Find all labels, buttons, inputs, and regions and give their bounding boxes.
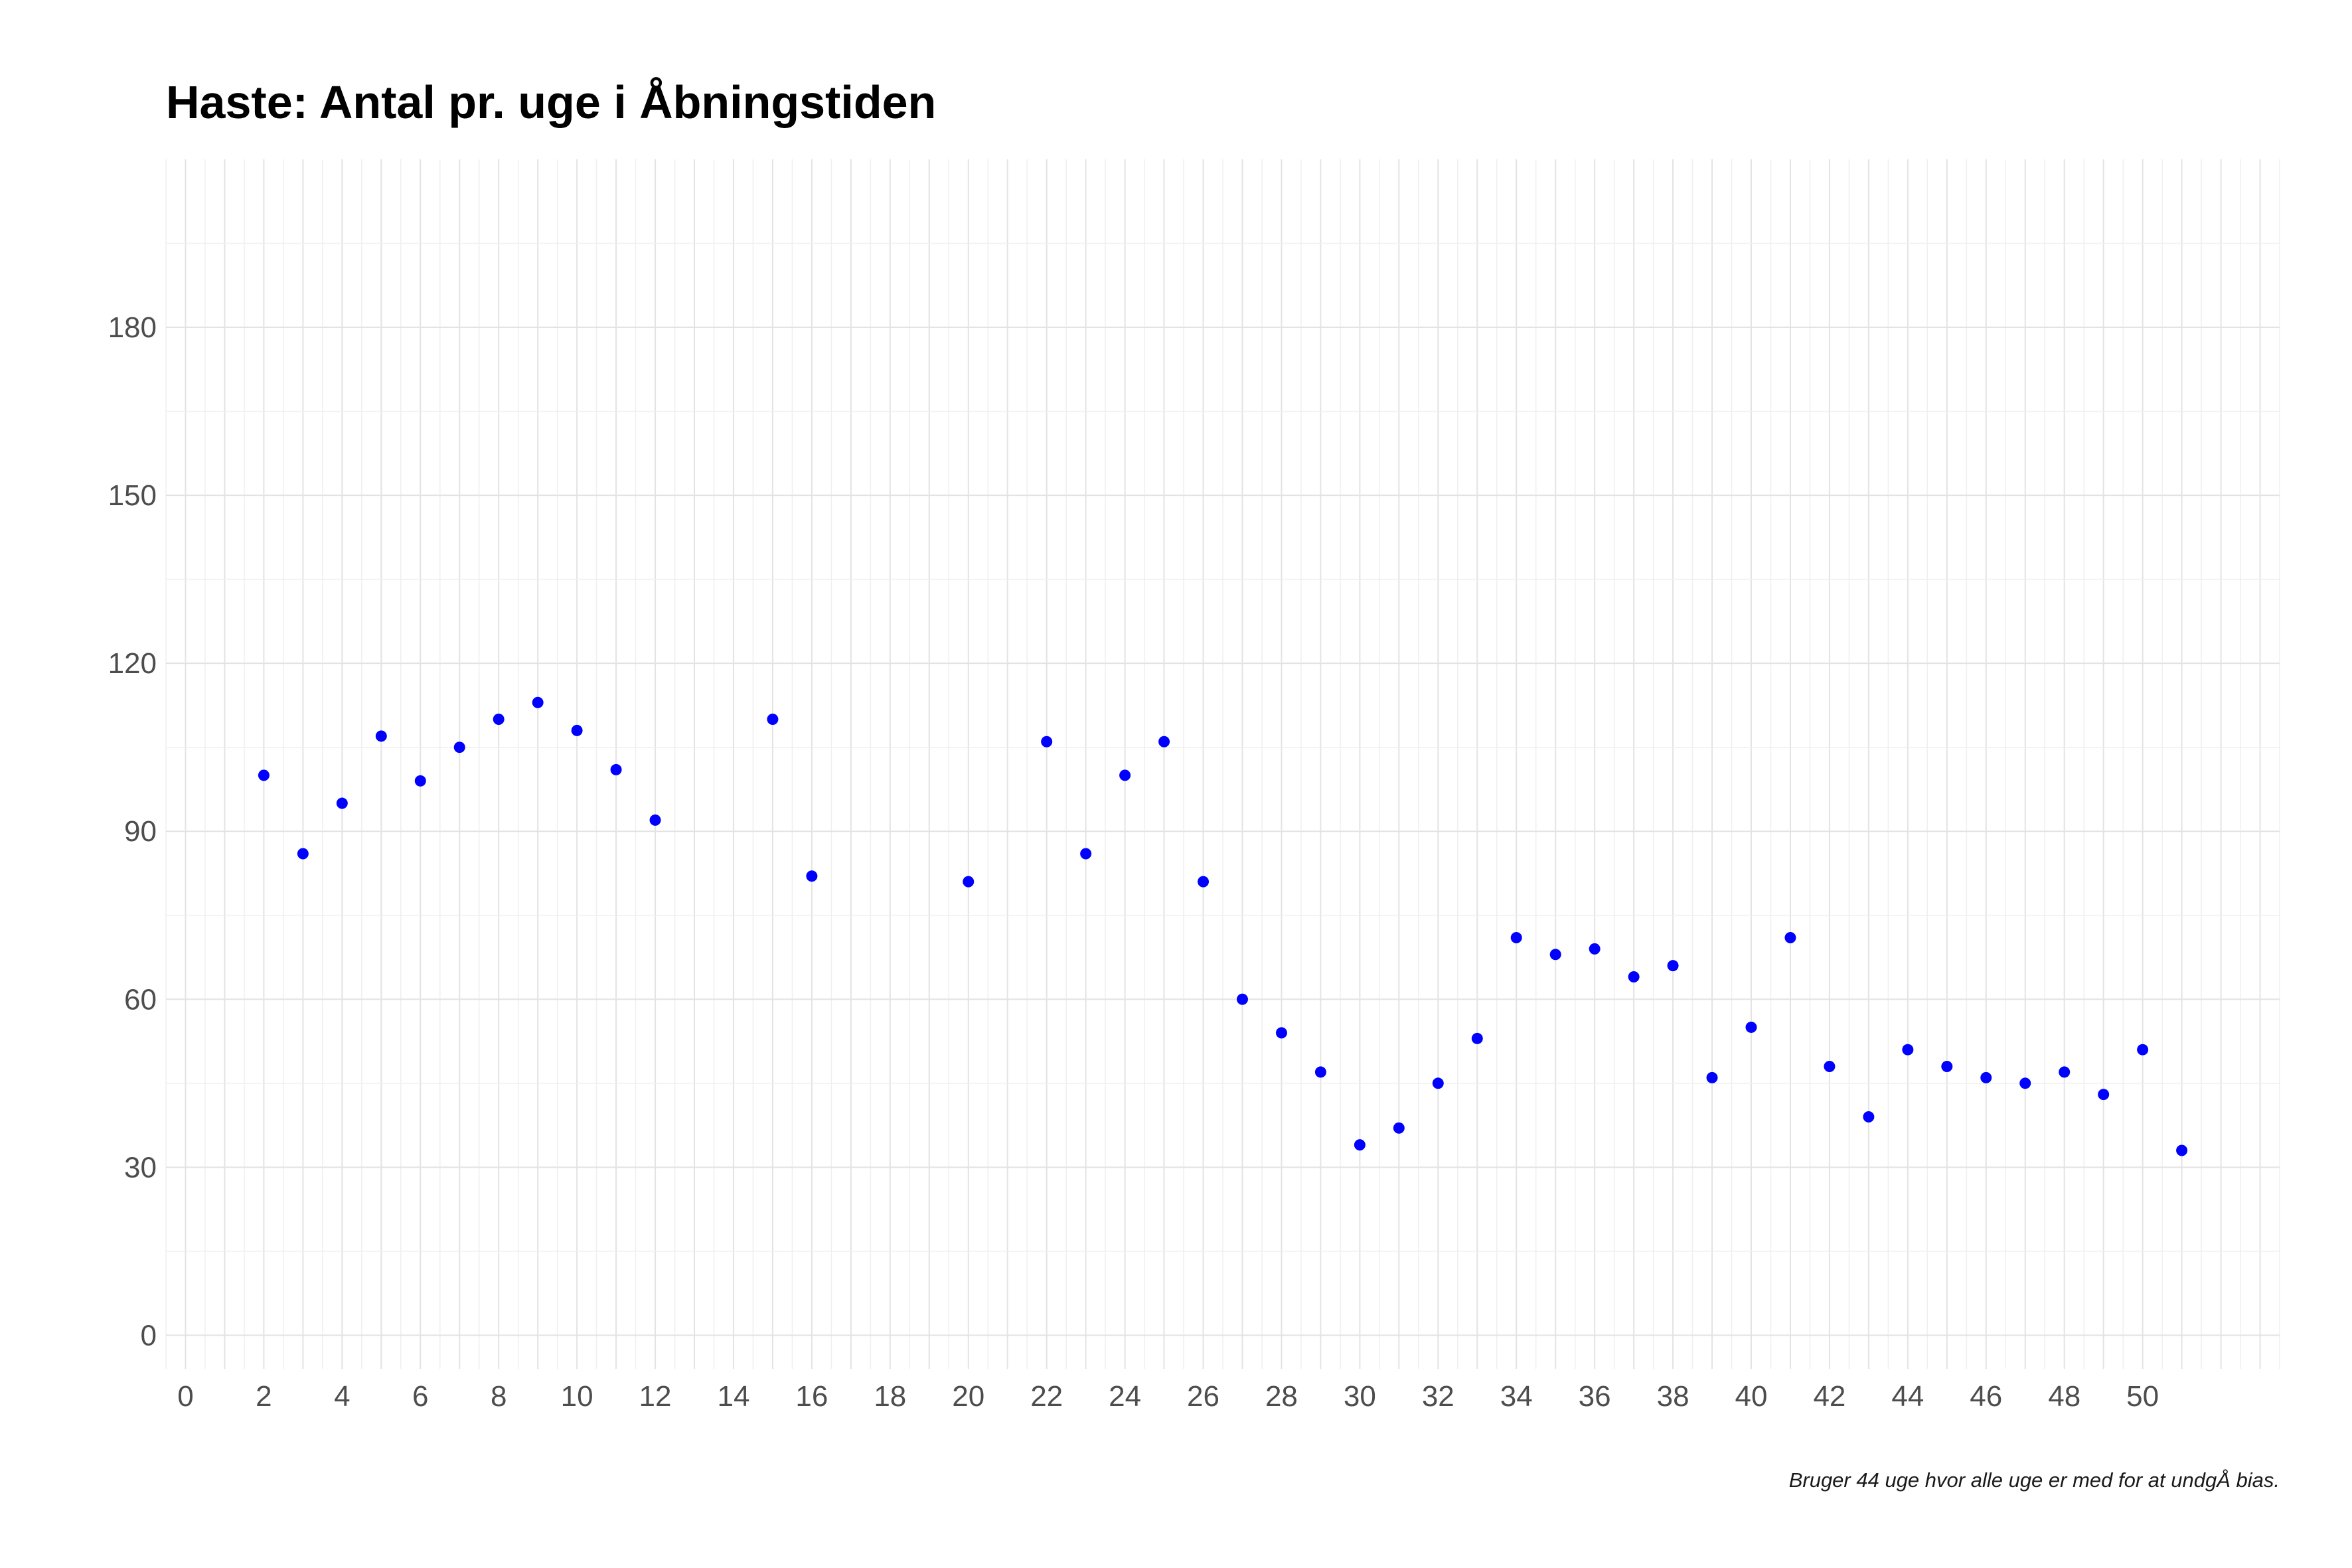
data-point <box>1275 1027 1287 1039</box>
data-point <box>1549 949 1561 961</box>
data-point <box>1784 931 1796 943</box>
x-tick-label: 20 <box>952 1380 984 1413</box>
data-point <box>1510 931 1522 943</box>
data-point <box>297 848 309 860</box>
data-point <box>1471 1032 1483 1044</box>
x-tick-label: 2 <box>256 1380 272 1413</box>
data-point <box>375 730 387 742</box>
chart-caption: Bruger 44 uge hvor alle uge er med for a… <box>1789 1468 2280 1492</box>
data-point <box>767 714 779 726</box>
data-point <box>1706 1071 1718 1083</box>
y-tick-label: 120 <box>108 647 157 680</box>
x-tick-label: 34 <box>1500 1380 1533 1413</box>
data-point <box>453 742 465 753</box>
x-tick-label: 36 <box>1579 1380 1611 1413</box>
data-point <box>1980 1071 1992 1083</box>
data-point <box>532 696 544 708</box>
x-tick-label: 50 <box>2126 1380 2159 1413</box>
data-point <box>258 769 270 781</box>
data-point <box>1236 993 1248 1005</box>
data-point <box>2059 1066 2071 1078</box>
x-tick-label: 46 <box>1970 1380 2002 1413</box>
x-tick-label: 14 <box>717 1380 749 1413</box>
x-tick-label: 38 <box>1657 1380 1689 1413</box>
data-point <box>1314 1066 1326 1078</box>
data-point <box>1354 1139 1366 1151</box>
data-points <box>258 696 2188 1156</box>
data-point <box>336 797 348 809</box>
y-tick-label: 150 <box>108 479 157 512</box>
data-point <box>649 814 661 826</box>
data-point <box>493 714 505 726</box>
x-axis-ticks: 0 2 4 6 8 10 12 14 16 18 20 22 24 26 28 30 32 34 36 38 40 42 4… <box>177 1380 2159 1413</box>
y-tick-label: 60 <box>124 983 157 1016</box>
x-tick-label: 40 <box>1735 1380 1768 1413</box>
x-tick-label: 10 <box>561 1380 593 1413</box>
y-tick-label: 30 <box>124 1151 157 1184</box>
y-tick-label: 90 <box>124 815 157 848</box>
data-point <box>1158 736 1170 747</box>
x-tick-label: 8 <box>491 1380 507 1413</box>
data-point <box>2137 1044 2149 1056</box>
x-tick-label: 18 <box>874 1380 906 1413</box>
data-point <box>1628 971 1640 983</box>
data-point <box>1589 943 1601 955</box>
data-point <box>1393 1122 1405 1134</box>
data-point <box>1902 1044 1914 1056</box>
data-point <box>1080 848 1092 860</box>
data-point <box>1863 1111 1875 1123</box>
data-point <box>1824 1061 1836 1072</box>
x-tick-label: 28 <box>1265 1380 1298 1413</box>
y-tick-label: 0 <box>141 1319 157 1352</box>
x-tick-label: 30 <box>1344 1380 1376 1413</box>
data-point <box>963 876 975 888</box>
x-tick-label: 0 <box>177 1380 193 1413</box>
y-axis-ticks: 0 30 60 90 120 150 180 <box>108 311 157 1352</box>
data-point <box>2019 1077 2031 1089</box>
x-tick-label: 4 <box>334 1380 350 1413</box>
data-point <box>1198 876 1210 888</box>
data-point <box>1667 960 1679 972</box>
x-tick-label: 26 <box>1187 1380 1219 1413</box>
x-tick-label: 12 <box>639 1380 672 1413</box>
x-tick-label: 6 <box>412 1380 428 1413</box>
chart-title: Haste: Antal pr. uge i Åbningstiden <box>166 76 936 128</box>
data-point <box>414 775 426 787</box>
data-point <box>1745 1021 1757 1033</box>
data-point <box>1119 769 1131 781</box>
data-point <box>1432 1077 1444 1089</box>
y-tick-label: 180 <box>108 311 157 344</box>
x-tick-label: 22 <box>1030 1380 1063 1413</box>
x-tick-label: 42 <box>1813 1380 1845 1413</box>
data-point <box>2098 1089 2110 1101</box>
x-tick-label: 24 <box>1109 1380 1141 1413</box>
x-tick-label: 16 <box>795 1380 828 1413</box>
data-point <box>610 763 622 775</box>
x-tick-label: 44 <box>1891 1380 1924 1413</box>
x-tick-label: 32 <box>1422 1380 1454 1413</box>
data-point <box>1941 1061 1953 1072</box>
data-point <box>571 724 583 736</box>
grid <box>165 159 2280 1369</box>
data-point <box>2176 1144 2188 1156</box>
data-point <box>1041 736 1053 747</box>
data-point <box>806 870 818 882</box>
x-tick-label: 48 <box>2048 1380 2080 1413</box>
